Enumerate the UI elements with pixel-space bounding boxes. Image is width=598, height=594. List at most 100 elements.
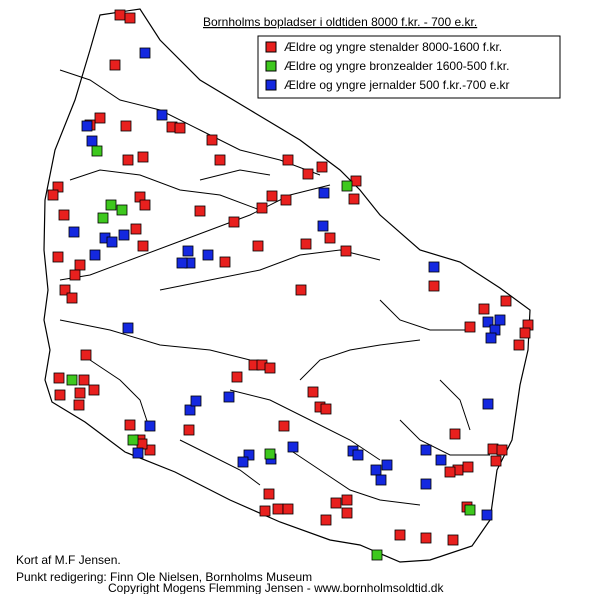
site-marker (73, 399, 85, 411)
site-marker (428, 280, 440, 292)
site-marker (206, 134, 218, 146)
site-marker (53, 372, 65, 384)
site-marker (74, 387, 86, 399)
site-marker (139, 199, 151, 211)
site-marker (282, 154, 294, 166)
site-marker (219, 256, 231, 268)
credit: Copyright Mogens Flemming Jensen - www.b… (108, 581, 444, 594)
site-marker (47, 189, 59, 201)
site-marker (282, 503, 294, 515)
site-marker (482, 398, 494, 410)
site-marker (259, 505, 271, 517)
site-marker (464, 504, 476, 516)
site-marker (348, 193, 360, 205)
site-marker (190, 395, 202, 407)
site-marker (341, 180, 353, 192)
site-marker (78, 374, 90, 386)
site-marker (519, 327, 531, 339)
site-marker (88, 384, 100, 396)
site-marker (318, 187, 330, 199)
legend-label: Ældre og yngre bronzealder 1600-500 f.kr… (284, 59, 509, 73)
legend-label: Ældre og yngre stenalder 8000-1600 f.kr. (284, 40, 502, 54)
legend-swatch (265, 79, 277, 91)
site-marker (375, 474, 387, 486)
site-marker (80, 349, 92, 361)
site-marker (127, 434, 139, 446)
site-marker (478, 303, 490, 315)
site-marker (116, 204, 128, 216)
site-marker (182, 245, 194, 257)
site-marker (120, 120, 132, 132)
legend-swatch (265, 60, 277, 72)
site-marker (447, 534, 459, 546)
site-marker (278, 420, 290, 432)
site-marker (184, 404, 196, 416)
site-marker (481, 509, 493, 521)
site-marker (144, 444, 156, 456)
island-outline (43, 8, 531, 563)
site-marker (124, 419, 136, 431)
site-marker (435, 454, 447, 466)
site-marker (114, 9, 126, 21)
site-marker (513, 339, 525, 351)
site-marker (307, 386, 319, 398)
site-marker (330, 497, 342, 509)
site-marker (449, 428, 461, 440)
site-marker (66, 374, 78, 386)
site-marker (137, 240, 149, 252)
site-marker (428, 261, 440, 273)
site-marker (74, 259, 86, 271)
site-marker (320, 514, 332, 526)
site-marker (136, 438, 148, 450)
site-marker (482, 316, 494, 328)
site-marker (97, 212, 109, 224)
site-marker (352, 449, 364, 461)
site-marker (280, 194, 292, 206)
site-marker (91, 145, 103, 157)
site-marker (183, 424, 195, 436)
site-marker (59, 284, 71, 296)
legend: Ældre og yngre stenalder 8000-1600 f.kr.… (265, 40, 509, 92)
credit: Kort af M.F Jensen. (16, 553, 121, 567)
site-marker (252, 240, 264, 252)
site-marker (137, 151, 149, 163)
site-marker (194, 205, 206, 217)
site-marker (496, 444, 508, 456)
site-marker (302, 168, 314, 180)
site-marker (144, 420, 156, 432)
site-marker (124, 12, 136, 24)
site-marker (139, 47, 151, 59)
legend-swatch (265, 41, 277, 53)
site-marker (464, 321, 476, 333)
site-marker (394, 529, 406, 541)
site-marker (81, 120, 93, 132)
site-marker (272, 503, 284, 515)
site-marker (287, 441, 299, 453)
site-marker (68, 226, 80, 238)
site-marker (156, 109, 168, 121)
site-marker (324, 232, 336, 244)
site-marker (487, 443, 499, 455)
site-marker (266, 190, 278, 202)
site-marker (264, 362, 276, 374)
site-marker (58, 209, 70, 221)
site-marker (105, 199, 117, 211)
site-marker (237, 456, 249, 468)
site-marker (52, 251, 64, 263)
site-marker (420, 478, 432, 490)
site-marker (109, 59, 121, 71)
site-marker (256, 202, 268, 214)
site-marker (350, 175, 362, 187)
site-marker (86, 135, 98, 147)
legend-label: Ældre og yngre jernalder 500 f.kr.-700 e… (284, 78, 509, 92)
site-marker (371, 549, 383, 561)
site-marker (132, 447, 144, 459)
site-marker (106, 236, 118, 248)
site-marker (228, 216, 240, 228)
site-marker (54, 389, 66, 401)
site-marker (317, 220, 329, 232)
site-marker (89, 249, 101, 261)
site-marker (381, 459, 393, 471)
site-marker (69, 269, 81, 281)
